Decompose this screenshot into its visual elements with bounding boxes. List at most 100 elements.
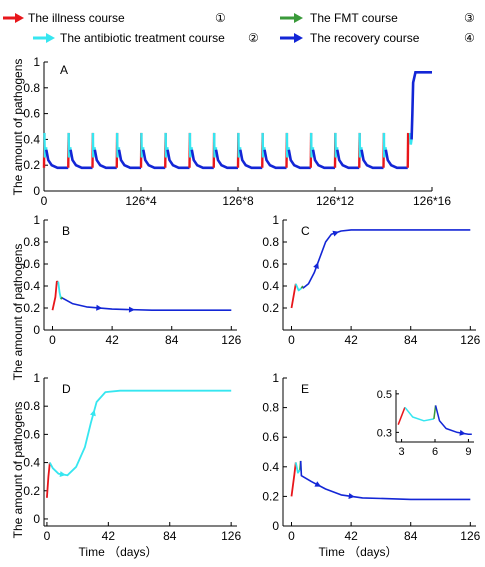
y-axis-label-row3: The amount of pathogens xyxy=(11,402,25,539)
panel-a-antibiotic-course xyxy=(67,132,72,158)
panel-e-inset-x-tick-label: 9 xyxy=(465,446,471,458)
legend-marker-fmt: ③ xyxy=(464,11,475,25)
panel-e-series-line xyxy=(294,462,301,474)
panel-a-antibiotic-course xyxy=(91,132,96,158)
panel-b-series-line xyxy=(60,296,64,300)
panel-b-label: B xyxy=(62,224,70,238)
panel-c-x-tick-label: 126 xyxy=(460,333,480,347)
panel-e-x-tick-label: 126 xyxy=(460,529,480,543)
panel-e-inset-series-line xyxy=(397,407,406,425)
panel-e-inset-series-line xyxy=(434,405,472,436)
panel-a: 0 0.2 0.4 0.6 0.8 1 0 126*4 126*8 126*12 126*16 A xyxy=(23,55,451,208)
panel-c-x-tick-label: 84 xyxy=(404,333,418,347)
panel-c-y-tick-label: 0.2 xyxy=(262,301,279,315)
panel-e-direction-arrow xyxy=(348,493,355,499)
legend-label-recovery: The recovery course xyxy=(310,31,420,45)
panel-a-recovery-course xyxy=(336,149,360,170)
panel-e-y-tick-label: 0.6 xyxy=(262,430,279,444)
panel-c-series-line xyxy=(300,285,304,289)
panel-a-antibiotic-course xyxy=(188,132,193,158)
panel-d-x-tick-label: 42 xyxy=(102,529,116,543)
panel-c-series-line xyxy=(290,283,297,309)
y-axis-label-row2: The amount of pathogens xyxy=(11,244,25,381)
panel-d-x-tick-label: 0 xyxy=(44,529,51,543)
panel-a-recovery-course xyxy=(239,149,263,170)
panel-a-rise-course xyxy=(410,71,432,140)
panel-e: 0 0.2 0.4 0.6 0.8 1 0 42 84 126 E 0.3 0.5 3 6 9 xyxy=(262,371,480,543)
panel-b-y-tick-label: 0.6 xyxy=(23,257,40,271)
panel-d-y-tick-label: 0.8 xyxy=(23,399,40,413)
panel-e-x-tick-label: 84 xyxy=(404,529,418,543)
panel-b: 0 0.2 0.4 0.6 0.8 1 0 42 84 126 B xyxy=(23,213,241,347)
panel-e-y-tick-label: 1 xyxy=(272,371,279,385)
panel-b-series-line xyxy=(62,297,232,311)
panel-a-y-tick-label: 0.6 xyxy=(23,107,40,121)
panel-a-y-tick-label: 0.8 xyxy=(23,81,40,95)
panel-b-x-tick-label: 126 xyxy=(221,333,241,347)
panel-b-y-tick-label: 1 xyxy=(33,213,40,227)
panel-e-series-line xyxy=(290,462,297,497)
panel-e-inset-x-tick-label: 3 xyxy=(399,446,405,458)
panel-a-antibiotic-course xyxy=(285,132,290,158)
panel-b-y-tick-label: 0 xyxy=(33,323,40,337)
panel-a-y-tick-label: 0.4 xyxy=(23,132,40,146)
panel-a-recovery-course xyxy=(117,149,141,170)
panel-c-series-line xyxy=(302,229,471,289)
panel-e-inset-series-line xyxy=(404,406,435,422)
panel-a-antibiotic-course xyxy=(237,132,242,158)
panel-a-x-tick-label: 126*4 xyxy=(125,194,157,208)
panel-e-inset: 0.3 0.5 3 6 9 xyxy=(377,389,474,458)
panel-a-antibiotic-course xyxy=(212,132,218,158)
panel-a-antibiotic-course xyxy=(382,132,387,158)
legend-entry-illness: The illness course ① xyxy=(3,11,226,25)
panel-a-recovery-course xyxy=(166,149,190,170)
panel-a-recovery-course xyxy=(190,149,214,170)
panel-e-series-line xyxy=(299,460,471,501)
panel-b-series-line xyxy=(51,280,59,311)
panel-b-y-tick-label: 0.2 xyxy=(23,301,40,315)
y-axis-label-row1: The amount of pathogens xyxy=(11,59,25,196)
panel-a-y-tick-label: 1 xyxy=(33,55,40,69)
panel-c-series-line xyxy=(294,283,302,292)
panel-c-y-tick-label: 0.8 xyxy=(262,235,279,249)
panel-e-y-tick-label: 0 xyxy=(272,519,279,533)
panel-c-y-tick-label: 1 xyxy=(272,213,279,227)
panel-d-x-tick-label: 84 xyxy=(163,529,177,543)
panel-a-x-tick-label: 126*8 xyxy=(222,194,254,208)
panel-e-inset-direction-arrow xyxy=(459,429,466,436)
panel-a-antibiotic-course xyxy=(358,132,363,158)
legend-entry-fmt: The FMT course ③ xyxy=(280,11,475,25)
panel-e-inset-series-line xyxy=(433,405,437,419)
panel-b-series-line xyxy=(57,281,62,300)
x-axis-label-right: Time （days） xyxy=(319,545,398,559)
panel-a-antibiotic-course xyxy=(261,132,266,158)
legend-entry-recovery: The recovery course ④ xyxy=(280,31,475,45)
panel-a-x-tick-label: 126*12 xyxy=(316,194,354,208)
panel-e-direction-arrow xyxy=(314,481,322,487)
panel-b-x-tick-label: 42 xyxy=(105,333,119,347)
legend-marker-recovery: ④ xyxy=(464,31,475,45)
legend-entry-antibiotic: The antibiotic treatment course ② xyxy=(33,31,259,45)
panel-c: 0.2 0.4 0.6 0.8 1 0 42 84 126 C xyxy=(262,213,480,347)
legend-marker-illness: ① xyxy=(215,11,226,25)
panel-d: 0 0.2 0.4 0.6 0.8 1 0 42 84 126 D xyxy=(23,371,241,543)
panel-d-label: D xyxy=(62,382,71,396)
panel-a-recovery-course xyxy=(69,149,93,170)
panel-b-y-tick-label: 0.8 xyxy=(23,235,40,249)
panel-c-x-tick-label: 42 xyxy=(344,333,358,347)
panel-e-inset-x-tick-label: 6 xyxy=(432,446,438,458)
legend-marker-antibiotic: ② xyxy=(248,31,259,45)
panel-a-antibiotic-course xyxy=(140,132,145,158)
panel-e-y-tick-label: 0.8 xyxy=(262,401,279,415)
panel-a-recovery-course xyxy=(93,149,117,170)
panel-a-antibiotic-course xyxy=(43,132,48,158)
panel-a-x-tick-label: 126*16 xyxy=(413,194,451,208)
panel-c-y-tick-label: 0.6 xyxy=(262,257,279,271)
panel-d-series-line xyxy=(46,462,51,498)
panel-c-direction-arrow xyxy=(313,262,319,269)
panel-c-label: C xyxy=(301,224,310,238)
panel-d-x-tick-label: 126 xyxy=(221,529,241,543)
panel-b-x-tick-label: 84 xyxy=(165,333,179,347)
panel-b-x-tick-label: 0 xyxy=(49,333,56,347)
